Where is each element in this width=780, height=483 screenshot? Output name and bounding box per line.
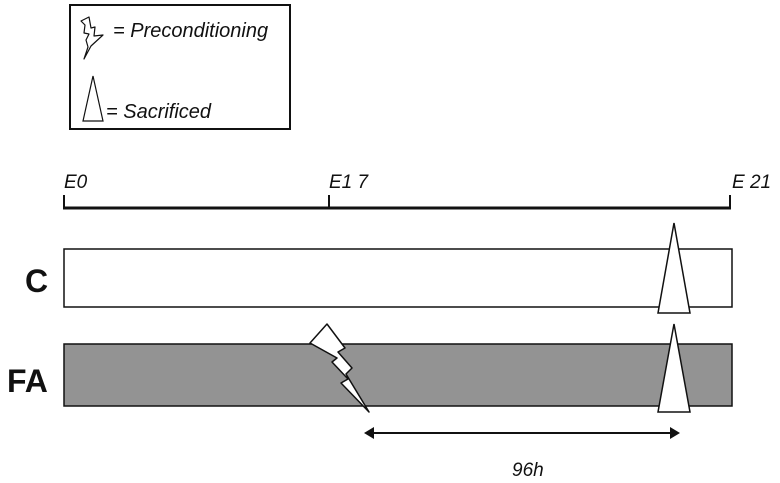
legend-box — [69, 4, 291, 130]
legend-sacrificed-label: = Sacrificed — [106, 101, 212, 123]
sacrificed-marker-c — [657, 222, 691, 314]
group-row-fa: FA — [7, 323, 733, 413]
legend: = Preconditioning = Sacrificed — [69, 4, 291, 130]
sacrificed-marker-fa — [657, 323, 691, 413]
tick-label-e17: E1 7 — [329, 172, 370, 193]
lightning-icon — [80, 16, 104, 60]
tick-label-e0: E0 — [64, 172, 88, 193]
group-label-fa: FA — [7, 363, 48, 399]
timeline-axis: E0 E1 7 E 21 — [63, 172, 771, 210]
group-label-c: C — [25, 263, 48, 299]
legend-preconditioning-label: = Preconditioning — [113, 20, 268, 42]
duration-label: 96h — [512, 460, 544, 481]
group-bar-c — [63, 248, 733, 308]
triangle-icon — [82, 75, 104, 122]
group-row-c: C — [25, 222, 733, 314]
group-bar-fa — [63, 343, 733, 407]
preconditioning-marker-fa — [309, 323, 370, 413]
duration-arrow — [364, 427, 680, 439]
tick-label-e21: E 21 — [732, 172, 771, 193]
